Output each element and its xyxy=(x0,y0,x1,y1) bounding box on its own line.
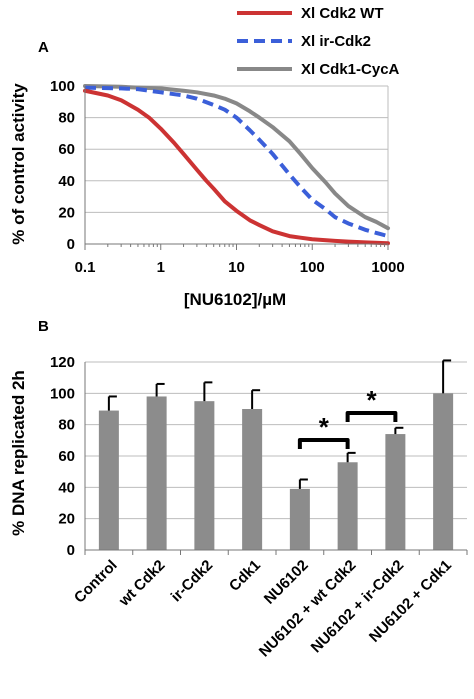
panel-a-y-tick-label: 40 xyxy=(58,173,75,190)
panel-a-y-tick-label: 100 xyxy=(50,78,75,95)
panel-a-x-tick-label: 10 xyxy=(228,259,245,276)
panel-a-y-axis-title: % of control activity xyxy=(9,83,28,245)
panel-b-y-axis-title: % DNA replicated 2h xyxy=(9,370,28,536)
panel-b-significance-brackets: ** xyxy=(297,385,398,449)
panel-a-y-tick-label: 60 xyxy=(58,141,75,158)
legend-label-1: Xl ir-Cdk2 xyxy=(301,33,371,50)
panel-a-x-tick-label: 100 xyxy=(300,259,325,276)
panel-a-x-axis-title: [NU6102]/µM xyxy=(184,290,286,309)
series-line-1 xyxy=(84,85,389,239)
panel-b-x-tick-label: NU6102 + Cdk1 xyxy=(366,557,455,646)
panel-a-y-tick-label: 0 xyxy=(67,236,75,253)
panel-b-grid xyxy=(85,361,467,520)
panel-b-y-tick-label: 0 xyxy=(67,542,75,559)
panel-b-y-tick-labels: 0 20 40 60 80 100 120 xyxy=(50,354,75,559)
panel-b-bars xyxy=(98,393,454,550)
panel-a-axes xyxy=(84,86,389,250)
panel-b-x-tick-label: wt Cdk2 xyxy=(115,557,168,610)
legend-label-2: Xl Cdk1-CycA xyxy=(301,61,400,78)
significance-bracket-1 xyxy=(345,411,398,422)
panel-a-label: A xyxy=(38,39,49,56)
bar-5 xyxy=(337,462,358,550)
panel-a-x-tick-label: 0.1 xyxy=(75,259,96,276)
panel-b-axes xyxy=(84,362,468,555)
bar-7 xyxy=(433,393,454,550)
panel-a-x-tick-label: 1 xyxy=(157,259,165,276)
significance-star-0: * xyxy=(319,412,330,442)
panel-a-grid xyxy=(85,85,389,244)
panel-b-y-tick-label: 120 xyxy=(50,354,75,371)
series-line-0 xyxy=(83,88,390,246)
panel-b-error-bars xyxy=(107,359,452,489)
panel-b-y-tick-label: 80 xyxy=(58,417,75,434)
panel-b-x-tick-label: ir-Cdk2 xyxy=(168,557,217,606)
bar-2 xyxy=(194,401,215,550)
panel-b-y-tick-label: 20 xyxy=(58,511,75,528)
panel-b-x-tick-label: Control xyxy=(71,557,121,607)
panel-b-y-tick-label: 40 xyxy=(58,479,75,496)
significance-bracket-0 xyxy=(297,438,350,449)
panel-a-y-tick-label: 80 xyxy=(58,110,75,127)
panel-b-y-tick-label: 60 xyxy=(58,448,75,465)
panel-a-series xyxy=(83,84,390,246)
panel-b-y-tick-label: 100 xyxy=(50,385,75,402)
series-line-2 xyxy=(83,84,390,231)
legend-label-0: Xl Cdk2 WT xyxy=(301,5,384,22)
bar-1 xyxy=(146,396,167,550)
legend: Xl Cdk2 WT Xl ir-Cdk2 Xl Cdk1-CycA xyxy=(237,5,400,78)
bar-3 xyxy=(242,409,263,550)
panel-a-x-tick-label: 1000 xyxy=(371,259,404,276)
panel-b-label: B xyxy=(38,318,49,335)
bar-4 xyxy=(289,488,310,550)
bar-0 xyxy=(98,410,119,550)
panel-b-x-tick-label: Cdk1 xyxy=(226,557,264,595)
bar-6 xyxy=(385,434,406,550)
panel-a-y-tick-label: 20 xyxy=(58,204,75,221)
panel-a-line-chart: 0 20 40 60 80 100 0.1 1 10 100 1000 [NU6102]/µM %… xyxy=(9,78,405,309)
panel-a-y-tick-labels: 0 20 40 60 80 100 xyxy=(50,78,75,253)
significance-star-1: * xyxy=(366,385,377,415)
panel-a-x-tick-labels: 0.1 1 10 100 1000 xyxy=(75,259,405,276)
